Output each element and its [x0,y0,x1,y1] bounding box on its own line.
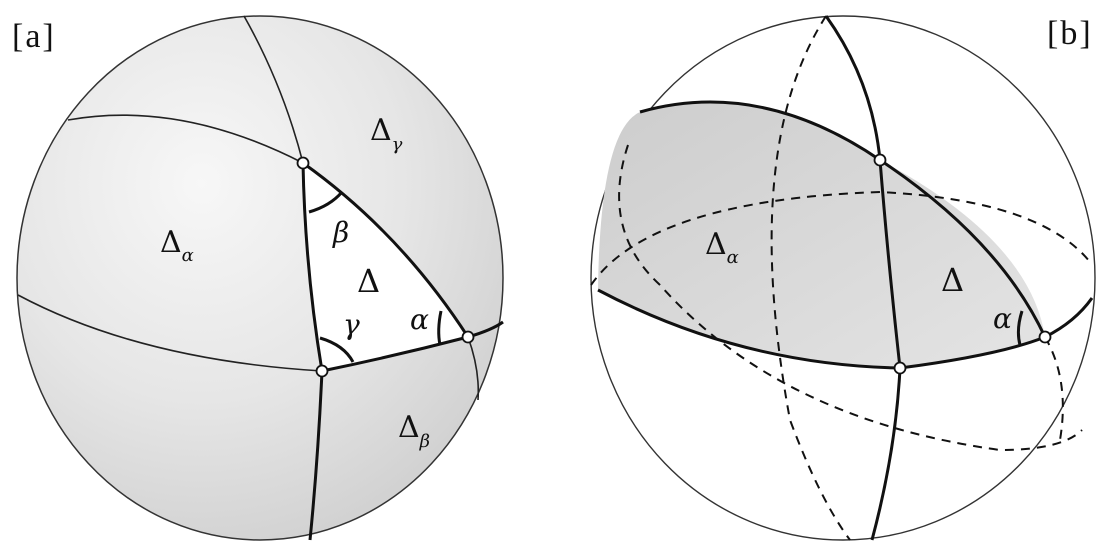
meridian-lower-a [308,370,324,541]
meridian-front-b [824,15,902,541]
equator-front-a [321,320,504,373]
equator-front-b [597,288,1094,370]
angle-label-gamma-a: γ [343,308,360,341]
angle-arc-beta-a [308,191,344,214]
lune-delta-alpha-b [598,102,1045,368]
vertex-bottom-b [893,361,907,375]
tilted-circle-hidden-b [618,144,1083,452]
panel-a-label: [a] [12,18,56,55]
meridian-upper-a [243,15,304,164]
panel-a: [a] Δα Δγ Δβ Δ [12,15,504,541]
tilted-circle-mid-a [302,161,470,338]
angle-label-alpha-a: α [410,303,429,336]
sphere-a [16,15,504,541]
region-delta-alpha-a: Δα [160,225,194,266]
region-delta-beta-a: Δβ [398,410,430,452]
tilted-circle-upper-a [67,114,304,164]
vertex-right-b [1038,330,1052,344]
angle-label-alpha-b: α [993,302,1012,335]
angle-label-beta-a: β [332,216,349,249]
equator-back-a [17,294,323,372]
vertex-bottom-a [315,364,329,378]
region-delta-gamma-a: Δγ [370,113,403,155]
angle-arc-alpha-a [437,310,443,346]
lower-hidden-b [1044,336,1064,441]
triangle-label-b: Δ [941,261,964,299]
spherical-triangle-a [303,163,468,371]
triangle-label-a: Δ [357,262,380,300]
equator-hidden-b [590,190,1091,286]
panel-b-label: [b] [1047,15,1093,52]
vertex-top-a [296,156,310,170]
vertex-top-b [873,153,887,167]
vertex-right-a [461,330,475,344]
meridian-mid-a [301,162,324,372]
tilted-circle-lower-a [467,336,480,401]
angle-arc-alpha-b [1016,310,1024,346]
region-delta-alpha-b: Δα [705,227,739,268]
panel-b: [b] Δα Δ α [590,15,1096,541]
meridian-hidden-b [770,15,851,541]
angle-arc-gamma-a [319,336,355,363]
